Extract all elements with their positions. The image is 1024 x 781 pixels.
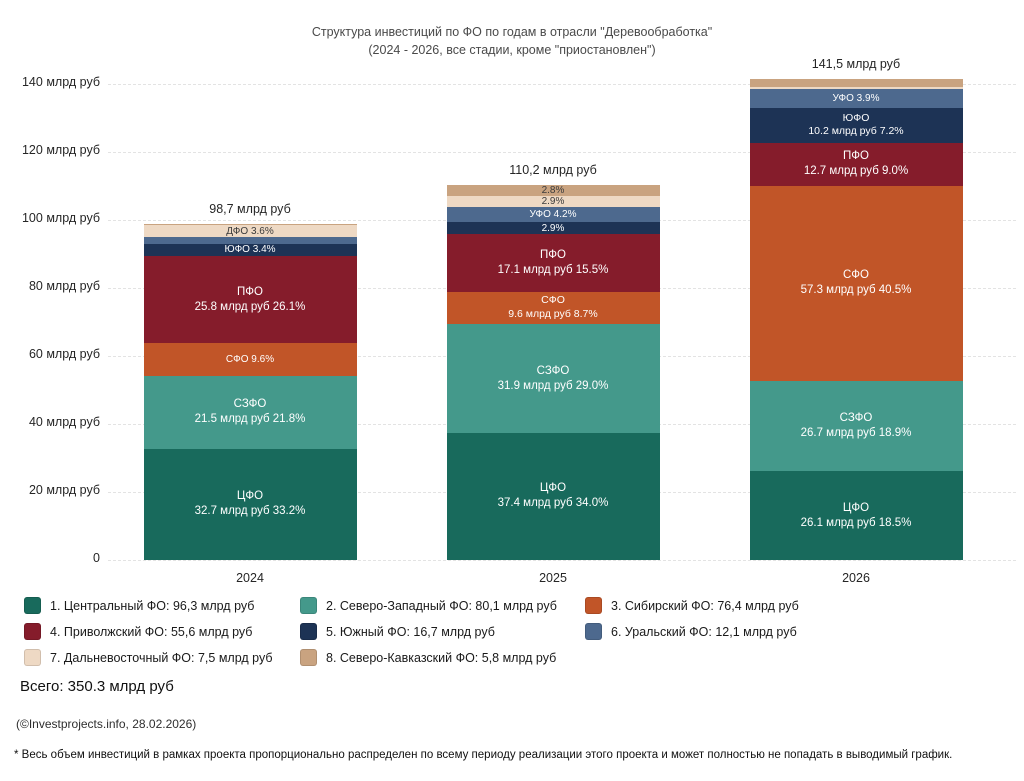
segment-2024-ПФО[interactable]: ПФО 25.8 млрд руб 26.1%	[143, 255, 357, 344]
segment-2024-ЮФО[interactable]: ЮФО 3.4%	[143, 244, 357, 256]
segment-2025-СФО[interactable]: СФО 9.6 млрд руб 8.7%	[446, 291, 660, 325]
bar-total-label: 141,5 млрд руб	[811, 56, 901, 71]
segment-2026-СКФО[interactable]	[749, 78, 963, 88]
y-tick-label: 20 млрд руб	[28, 483, 100, 497]
footnote: * Весь объем инвестиций в рамках проекта…	[14, 749, 953, 761]
legend-item-СФО[interactable]: 3. Сибирский ФО: 76,4 млрд руб	[585, 597, 1004, 614]
segment-label: СФО 9.6%	[225, 354, 275, 366]
segment-2025-ЦФО[interactable]: ЦФО 37.4 млрд руб 34.0%	[446, 432, 660, 560]
chart-subtitle: (2024 - 2026, все стадии, кроме "приоста…	[368, 43, 656, 58]
y-tick-label: 80 млрд руб	[28, 279, 100, 293]
segment-label: ЮФО 3.4%	[224, 244, 276, 256]
segment-label: ЦФО 32.7 млрд руб 33.2%	[194, 490, 306, 518]
bar-2024: ЦФО 32.7 млрд руб 33.2% СЗФО 21.5 млрд руб …	[143, 224, 357, 560]
x-tick-label: 2025	[539, 571, 567, 585]
y-tick-label: 0	[93, 551, 100, 565]
y-tick-label: 140 млрд руб	[21, 75, 100, 89]
legend-swatch	[585, 623, 602, 640]
x-tick-label: 2026	[842, 571, 870, 585]
x-tick-label: 2024	[236, 571, 264, 585]
segment-2024-СКФО[interactable]	[143, 224, 357, 226]
plot-area: ЦФО 32.7 млрд руб 33.2% СЗФО 21.5 млрд руб …	[108, 57, 1016, 585]
segment-label: ЮФО 10.2 млрд руб 7.2%	[808, 111, 904, 138]
legend-item-ЮФО[interactable]: 5. Южный ФО: 16,7 млрд руб	[300, 623, 585, 640]
gridline-0	[108, 560, 1016, 561]
segment-2024-УФО[interactable]	[143, 237, 357, 245]
segment-2025-ЮФО[interactable]: 2.9%	[446, 222, 660, 234]
chart-title-block: Структура инвестиций по ФО по годам в от…	[0, 23, 1024, 59]
bar-2026: ЦФО 26.1 млрд руб 18.5% СЗФО 26.7 млрд руб …	[749, 78, 963, 560]
segment-2026-ДФО[interactable]	[749, 87, 963, 90]
legend-label: 6. Уральский ФО: 12,1 млрд руб	[611, 624, 797, 639]
segment-label: СЗФО 26.7 млрд руб 18.9%	[800, 411, 912, 439]
legend-item-СКФО[interactable]: 8. Северо-Кавказский ФО: 5,8 млрд руб	[300, 649, 585, 666]
segment-label: ПФО 17.1 млрд руб 15.5%	[497, 248, 609, 276]
legend-swatch	[300, 623, 317, 640]
segment-label: СЗФО 21.5 млрд руб 21.8%	[194, 398, 306, 426]
legend-swatch	[585, 597, 602, 614]
legend-swatch	[300, 649, 317, 666]
legend-swatch	[24, 623, 41, 640]
grand-total: Всего: 350.3 млрд руб	[20, 678, 174, 695]
segment-label: ПФО 25.8 млрд руб 26.1%	[194, 285, 306, 313]
segment-label: 2.8%	[541, 185, 565, 196]
legend-label: 8. Северо-Кавказский ФО: 5,8 млрд руб	[326, 650, 557, 665]
segment-2025-УФО[interactable]: УФО 4.2%	[446, 206, 660, 223]
segment-2025-СКФО[interactable]: 2.8%	[446, 185, 660, 196]
bar-total-label: 98,7 млрд руб	[209, 202, 291, 217]
legend-item-ЦФО[interactable]: 1. Центральный ФО: 96,3 млрд руб	[24, 597, 300, 614]
y-tick-label: 60 млрд руб	[28, 347, 100, 361]
bar-2025: ЦФО 37.4 млрд руб 34.0% СЗФО 31.9 млрд руб …	[446, 185, 660, 560]
legend-item-ПФО[interactable]: 4. Приволжский ФО: 55,6 млрд руб	[24, 623, 300, 640]
legend-item-УФО[interactable]: 6. Уральский ФО: 12,1 млрд руб	[585, 623, 1004, 640]
legend-swatch	[24, 649, 41, 666]
y-tick-label: 40 млрд руб	[28, 415, 100, 429]
legend-item-СЗФО[interactable]: 2. Северо-Западный ФО: 80,1 млрд руб	[300, 597, 585, 614]
segment-label: 2.9%	[541, 195, 565, 207]
segment-label: ЦФО 37.4 млрд руб 34.0%	[497, 482, 609, 510]
segment-label: ДФО 3.6%	[226, 225, 274, 237]
legend-label: 4. Приволжский ФО: 55,6 млрд руб	[50, 624, 253, 639]
gridline-140	[108, 84, 1016, 85]
segment-2024-СФО[interactable]: СФО 9.6%	[143, 343, 357, 376]
segment-label: ПФО 12.7 млрд руб 9.0%	[803, 150, 909, 178]
segment-label: СЗФО 31.9 млрд руб 29.0%	[497, 364, 609, 392]
legend-label: 3. Сибирский ФО: 76,4 млрд руб	[611, 598, 799, 613]
legend-label: 1. Центральный ФО: 96,3 млрд руб	[50, 598, 255, 613]
bar-total-label: 110,2 млрд руб	[509, 163, 597, 178]
segment-2025-СЗФО[interactable]: СЗФО 31.9 млрд руб 29.0%	[446, 324, 660, 433]
segment-2025-ПФО[interactable]: ПФО 17.1 млрд руб 15.5%	[446, 233, 660, 292]
segment-label: СФО 57.3 млрд руб 40.5%	[800, 269, 912, 297]
segment-2024-ЦФО[interactable]: ЦФО 32.7 млрд руб 33.2%	[143, 448, 357, 560]
legend-swatch	[300, 597, 317, 614]
y-axis: 140 млрд руб 120 млрд руб 100 млрд руб 80 м…	[0, 75, 100, 565]
legend: 1. Центральный ФО: 96,3 млрд руб 2. Север…	[24, 597, 1004, 666]
segment-2026-ПФО[interactable]: ПФО 12.7 млрд руб 9.0%	[749, 142, 963, 186]
gridline-120	[108, 152, 1016, 153]
legend-label: 2. Северо-Западный ФО: 80,1 млрд руб	[326, 598, 557, 613]
legend-label: 5. Южный ФО: 16,7 млрд руб	[326, 624, 495, 639]
legend-swatch	[24, 597, 41, 614]
segment-2024-СЗФО[interactable]: СЗФО 21.5 млрд руб 21.8%	[143, 375, 357, 449]
segment-label: ЦФО 26.1 млрд руб 18.5%	[800, 501, 912, 529]
y-tick-label: 100 млрд руб	[21, 211, 100, 225]
segment-2026-ЦФО[interactable]: ЦФО 26.1 млрд руб 18.5%	[749, 471, 963, 560]
segment-2025-ДФО[interactable]: 2.9%	[446, 195, 660, 207]
source-attribution: (©Investprojects.info, 28.02.2026)	[16, 717, 197, 731]
segment-2026-ЮФО[interactable]: ЮФО 10.2 млрд руб 7.2%	[749, 107, 963, 143]
segment-label: 2.9%	[541, 222, 565, 234]
segment-label: СФО 9.6 млрд руб 8.7%	[508, 294, 598, 321]
segment-2026-СЗФО[interactable]: СЗФО 26.7 млрд руб 18.9%	[749, 380, 963, 472]
segment-2026-УФО[interactable]: УФО 3.9%	[749, 89, 963, 108]
segment-2026-СФО[interactable]: СФО 57.3 млрд руб 40.5%	[749, 185, 963, 381]
chart-title: Структура инвестиций по ФО по годам в от…	[311, 25, 713, 39]
y-tick-label: 120 млрд руб	[21, 143, 100, 157]
legend-item-ДФО[interactable]: 7. Дальневосточный ФО: 7,5 млрд руб	[24, 649, 300, 666]
segment-2024-ДФО[interactable]: ДФО 3.6%	[143, 225, 357, 238]
segment-label: УФО 4.2%	[529, 209, 577, 221]
segment-label: УФО 3.9%	[832, 93, 880, 104]
legend-label: 7. Дальневосточный ФО: 7,5 млрд руб	[50, 650, 273, 665]
